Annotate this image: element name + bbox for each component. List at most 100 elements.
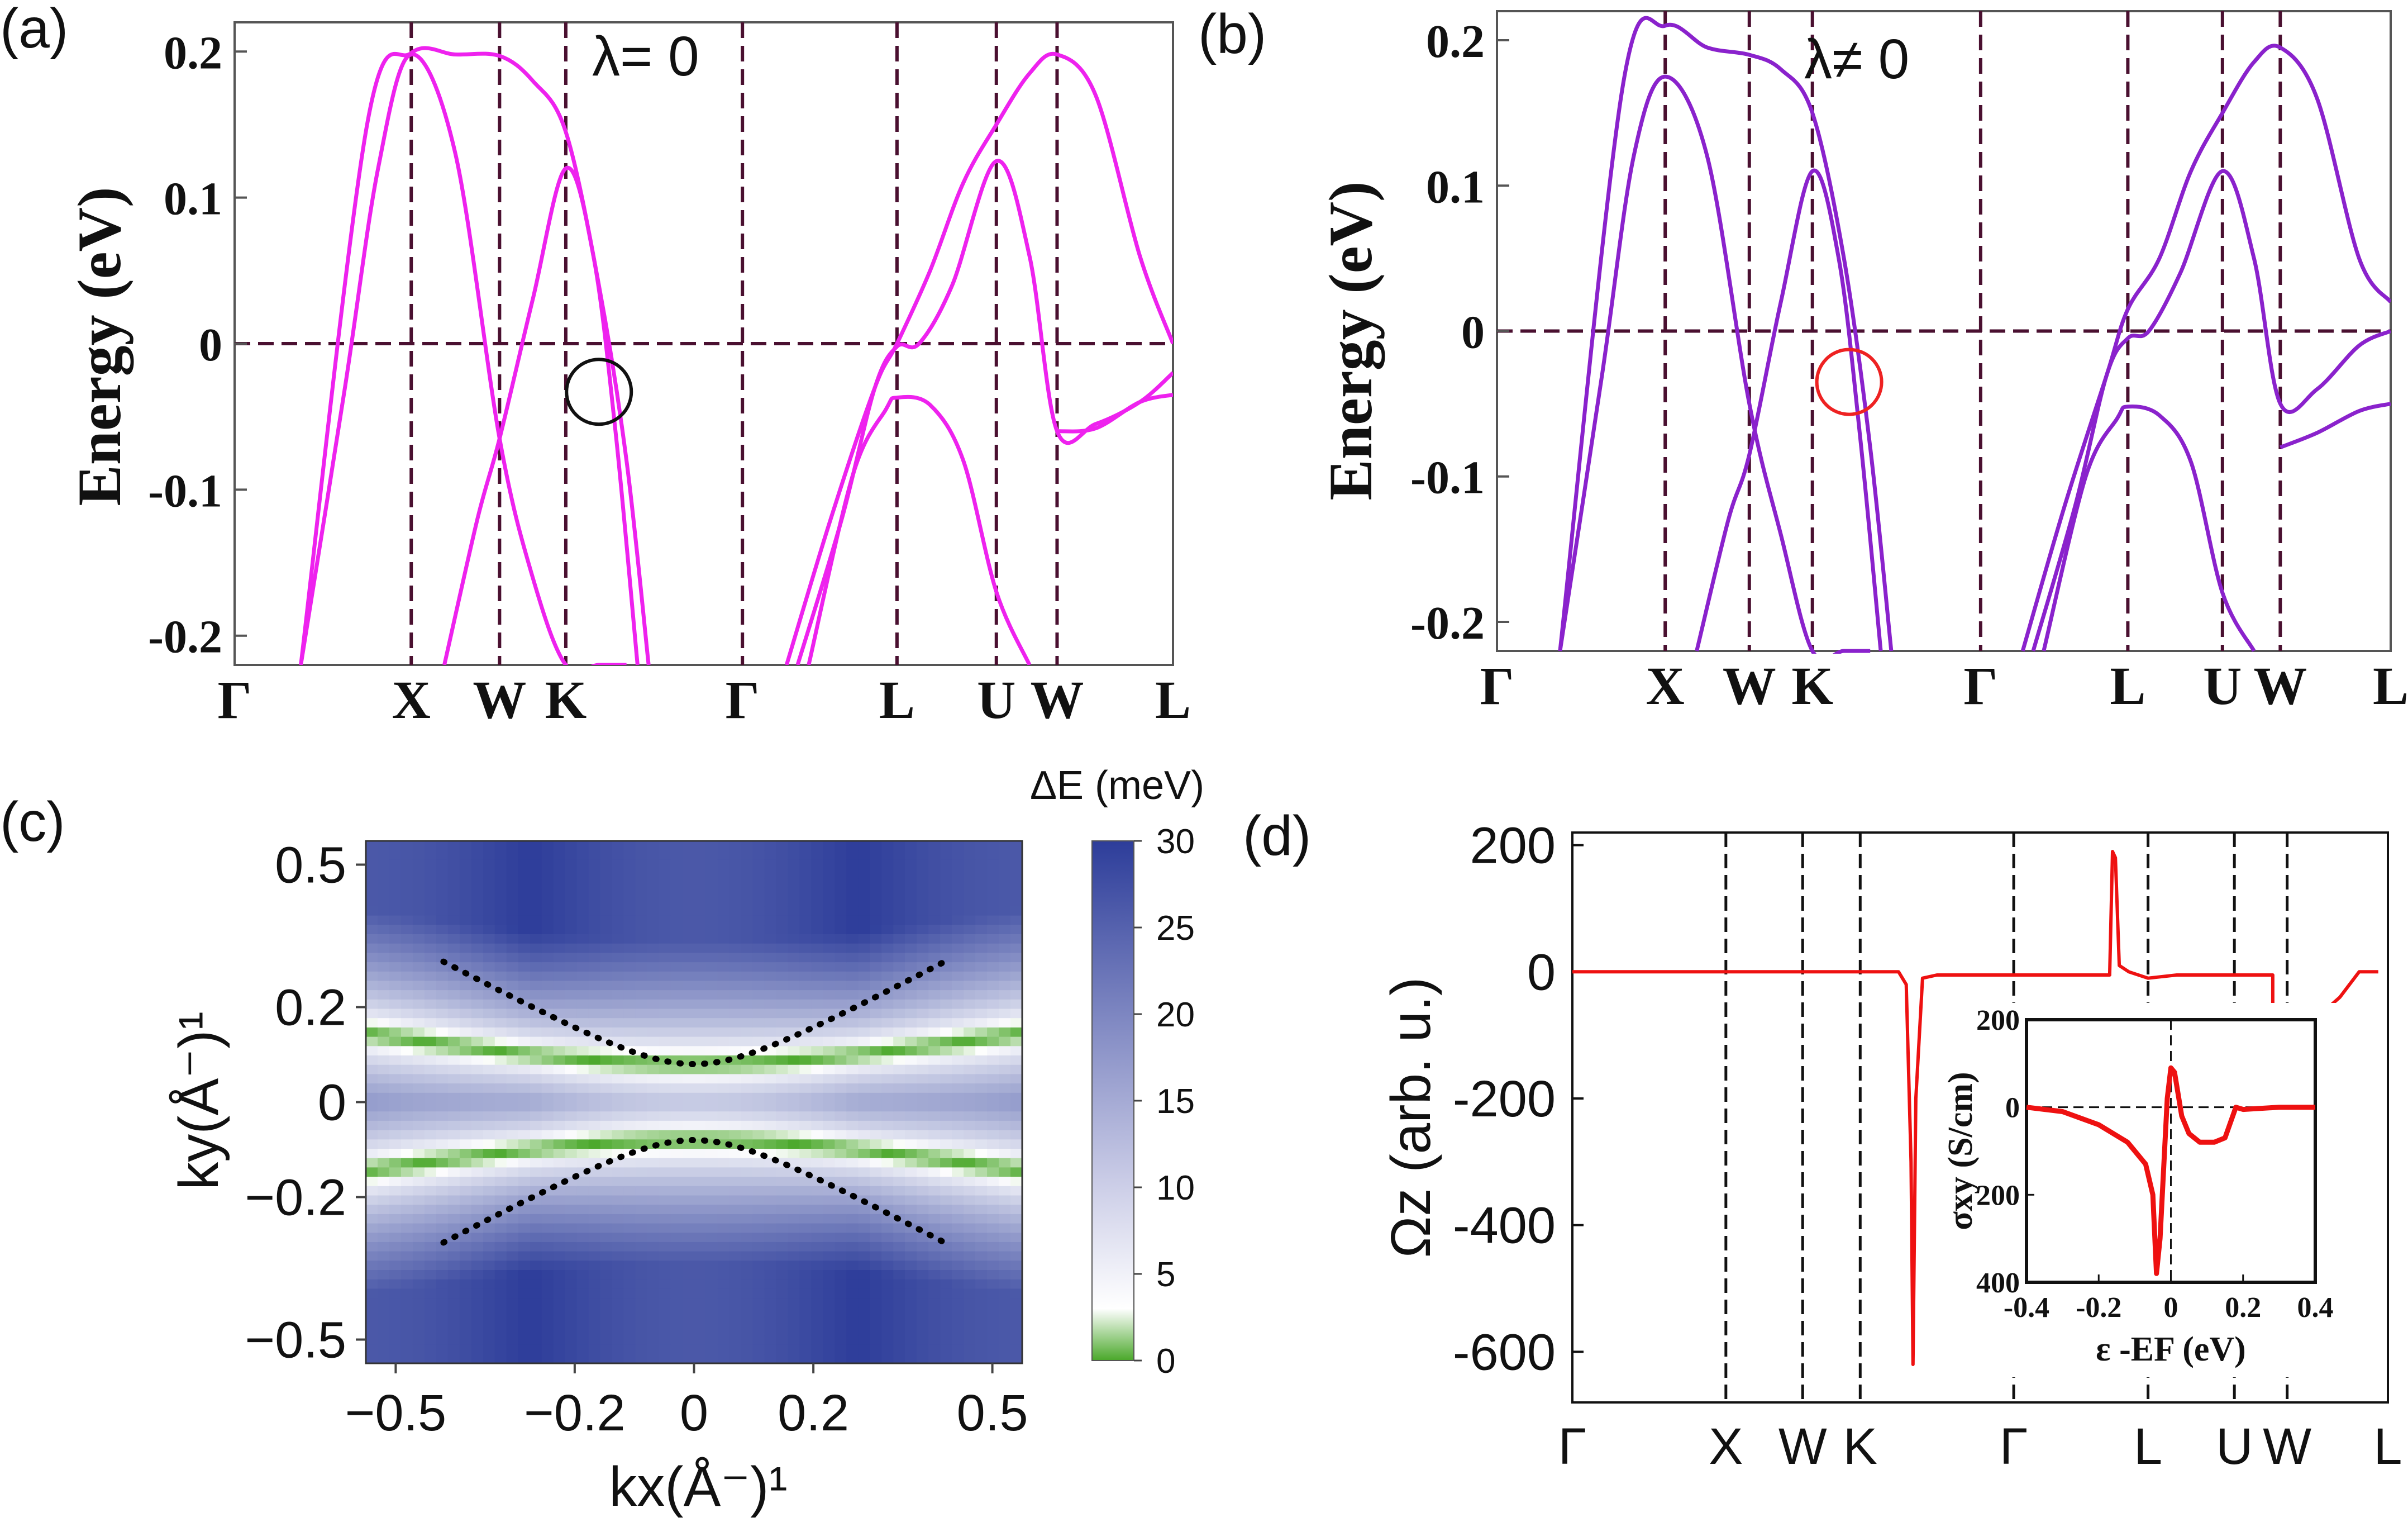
heatmap-cell [400,841,413,851]
heatmap-cell [764,934,777,944]
heatmap-cell [858,943,871,954]
heatmap-cell [506,1064,519,1075]
heatmap-cell [553,1242,566,1252]
heatmap-cell [729,1186,742,1196]
heatmap-cell [975,1195,988,1205]
heatmap-cell [447,1083,460,1093]
heatmap-cell [389,1064,402,1075]
heatmap-cell [459,1279,472,1290]
heatmap-cell [541,1195,554,1205]
heatmap-cell [436,1288,449,1299]
heatmap-cell [541,1205,554,1215]
heatmap-cell [741,943,754,954]
panel-d-kpoint-label: Γ [1558,1418,1587,1475]
heatmap-cell [494,1092,507,1103]
heatmap-cell [494,953,507,963]
heatmap-cell [389,915,402,926]
heatmap-cell [378,1316,390,1326]
heatmap-cell [659,925,671,935]
heatmap-cell [612,1279,624,1290]
heatmap-cell [823,1251,836,1262]
heatmap-cell [870,1120,882,1131]
heatmap-cell [823,1055,836,1066]
heatmap-cell [881,1055,894,1066]
heatmap-cell [705,1307,718,1318]
heatmap-cell [799,1092,812,1103]
heatmap-cell [870,925,882,935]
heatmap-cell [530,1018,542,1028]
heatmap-cell [705,1288,718,1299]
heatmap-cell [811,1186,824,1196]
heatmap-cell [612,1018,624,1028]
heatmap-cell [612,990,624,1000]
heatmap-cell [964,1139,976,1149]
heatmap-cell [987,1307,999,1318]
heatmap-cell [412,1009,425,1019]
heatmap-cell [635,1354,648,1364]
heatmap-cell [612,1195,624,1205]
heatmap-cell [752,850,765,860]
heatmap-cell [670,1083,683,1093]
heatmap-cell [541,1046,554,1056]
heatmap-cell [952,1139,964,1149]
heatmap-cell [752,859,765,869]
panel-d-kpoint-label: L [2134,1418,2162,1475]
heatmap-cell [975,1046,988,1056]
heatmap-cell [670,1242,683,1252]
heatmap-cell [494,878,507,888]
heatmap-cell [964,943,976,954]
heatmap-cell [764,1102,777,1112]
heatmap-cell [682,1009,695,1019]
heatmap-cell [471,1233,484,1243]
heatmap-cell [436,1027,449,1038]
heatmap-cell [870,1251,882,1262]
heatmap-cell [471,878,484,888]
heatmap-cell [764,1064,777,1075]
panel-b-band3 [1695,168,1883,651]
heatmap-cell [846,1354,859,1364]
heatmap-cell [999,1354,1011,1364]
panel-d-ytick-label: -200 [1453,1071,1556,1128]
heatmap-cell [494,1158,507,1168]
heatmap-cell [623,1242,636,1252]
heatmap-cell [940,1046,952,1056]
heatmap-cell [424,1326,437,1336]
heatmap-cell [752,953,765,963]
heatmap-cell [400,925,413,935]
heatmap-cell [823,1074,836,1084]
heatmap-cell [917,1111,929,1121]
heatmap-cell [694,859,707,869]
heatmap-cell [659,1009,671,1019]
heatmap-cell [858,878,871,888]
heatmap-cell [576,925,589,935]
heatmap-cell [635,1214,648,1224]
heatmap-cell [424,1195,437,1205]
heatmap-cell [1010,1316,1023,1326]
heatmap-cell [565,1083,578,1093]
heatmap-cell [588,1261,601,1271]
heatmap-cell [741,1205,754,1215]
heatmap-cell [881,1130,894,1140]
heatmap-cell [400,1205,413,1215]
heatmap-cell [893,878,905,888]
heatmap-cell [588,859,601,869]
heatmap-cell [576,962,589,972]
heatmap-cell [952,971,964,982]
heatmap-cell [471,1092,484,1103]
heatmap-cell [846,869,859,879]
heatmap-cell [447,1055,460,1066]
heatmap-cell [975,1335,988,1345]
heatmap-cell [424,953,437,963]
heatmap-cell [975,943,988,954]
heatmap-cell [600,1120,613,1131]
heatmap-cell [506,1120,519,1131]
heatmap-cell [964,850,976,860]
panel-d-kpoint-label: L [2373,1418,2402,1475]
heatmap-cell [389,1036,402,1047]
heatmap-cell [565,1074,578,1084]
inset-ytick-label: 200 [1976,1005,2020,1036]
heatmap-cell [623,1009,636,1019]
heatmap-cell [600,1009,613,1019]
heatmap-cell [494,1083,507,1093]
heatmap-cell [776,1326,789,1336]
